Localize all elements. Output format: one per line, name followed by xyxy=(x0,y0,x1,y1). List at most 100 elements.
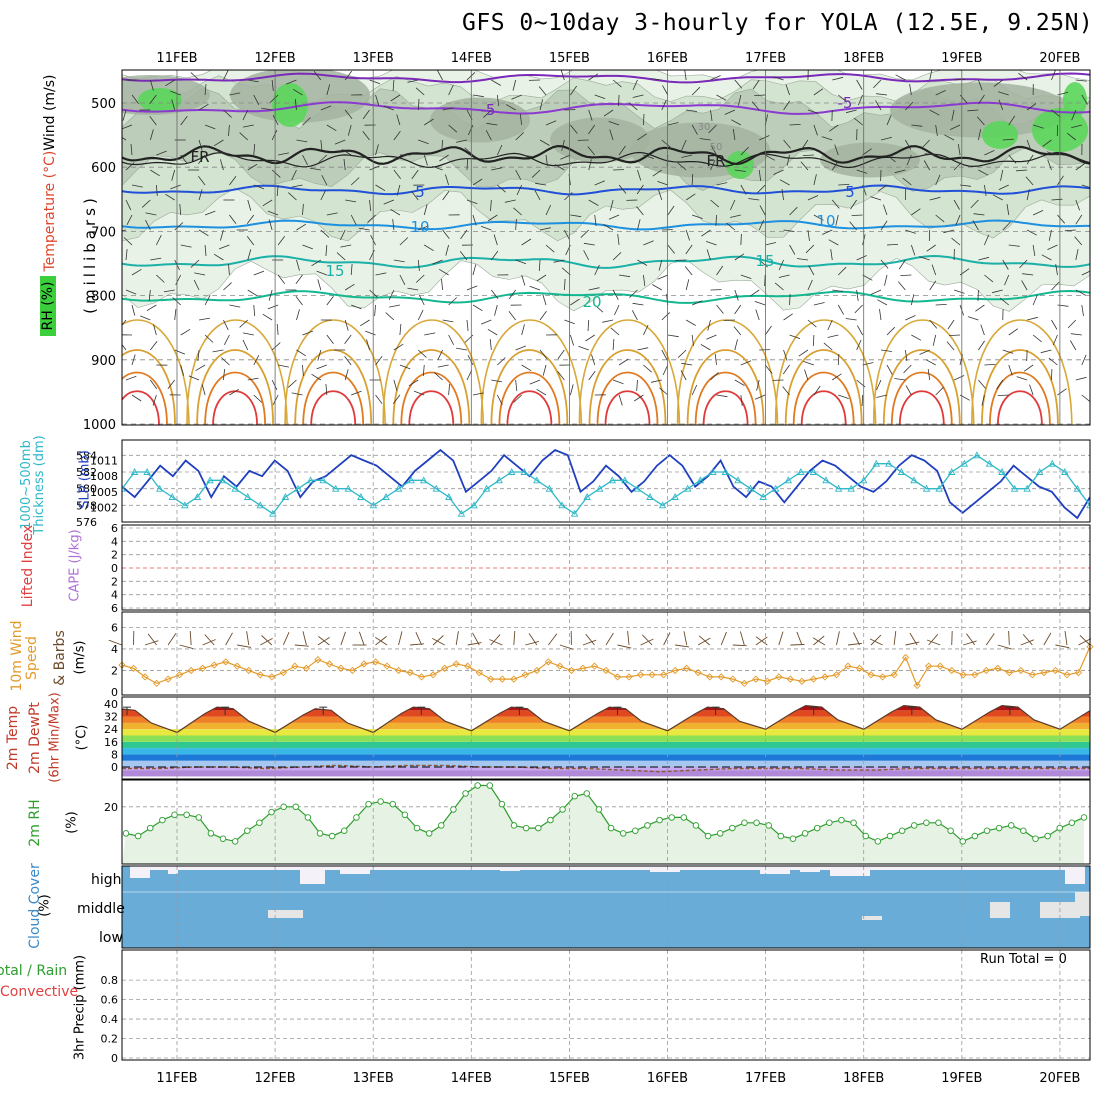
wind-barb xyxy=(320,105,332,111)
wind-barb xyxy=(612,338,615,351)
label-wind-units: (m/s) xyxy=(72,640,88,675)
wind-barb xyxy=(637,259,648,266)
wind-barb xyxy=(902,177,912,186)
wind-barb xyxy=(1057,214,1066,224)
wind-barb xyxy=(411,169,419,180)
thickness-marker xyxy=(269,509,277,517)
wind-barb xyxy=(796,258,808,261)
wind-barb xyxy=(239,132,249,141)
wind-barb xyxy=(466,285,478,291)
wind-speed-marker xyxy=(452,660,460,668)
wind-tick-label: 0 xyxy=(111,686,118,699)
precip-tick-label: 0.6 xyxy=(101,994,119,1007)
wind-barb xyxy=(681,154,693,158)
wind-barb xyxy=(362,109,370,120)
wind-barb xyxy=(125,375,137,381)
wind-barb xyxy=(174,222,184,231)
wind-barb xyxy=(1021,280,1028,291)
wind-barb xyxy=(487,214,498,222)
wind-barb xyxy=(765,242,776,246)
wind-barb xyxy=(978,379,986,389)
wind-speed-marker xyxy=(763,677,771,685)
wind-speed-marker xyxy=(487,675,495,683)
wind-barb xyxy=(325,383,328,396)
wind-barb-10m xyxy=(340,631,346,646)
wind-barb xyxy=(614,304,620,316)
wind-barb xyxy=(466,158,469,171)
pressure-tick-label: 700 xyxy=(91,225,116,240)
cloud-mid-gap xyxy=(268,910,303,918)
wind-barb-10m xyxy=(1020,639,1034,646)
rh-marker xyxy=(328,832,336,840)
wind-barb xyxy=(253,355,260,366)
thickness-marker xyxy=(181,501,189,509)
wind-barb xyxy=(223,369,225,381)
wind-barb xyxy=(131,354,136,366)
wind-barb xyxy=(953,199,960,210)
wind-barb xyxy=(978,169,989,176)
wind-barb xyxy=(317,279,322,291)
cloud-gap xyxy=(1065,866,1085,884)
warm-contour-outer xyxy=(971,319,1073,425)
wind-barb xyxy=(448,334,454,345)
wind-barb xyxy=(1008,244,1020,247)
wind-speed-marker xyxy=(579,664,587,672)
wind-barb xyxy=(167,379,176,389)
wind-barb xyxy=(375,394,383,405)
thickness-marker xyxy=(545,484,554,492)
wind-barb xyxy=(366,339,370,351)
slp-thickness-panel: 576 578 580 582 584 1002 1005 1008 1011 xyxy=(76,448,1090,529)
wind-barb xyxy=(224,334,230,345)
wind-barb xyxy=(685,279,690,291)
thickness-marker xyxy=(709,468,717,475)
wind-barb xyxy=(984,274,994,283)
thickness-marker xyxy=(533,476,541,484)
wind-speed-marker xyxy=(752,675,760,683)
wind-barb xyxy=(122,319,127,326)
warm-contour xyxy=(596,371,659,425)
label-slp: SLP (mb) xyxy=(77,450,93,509)
wind-speed-marker xyxy=(510,675,518,683)
wind-barb xyxy=(1042,139,1052,147)
rh-marker xyxy=(219,835,227,842)
wind-barb-10m xyxy=(472,632,480,646)
wind-barb xyxy=(247,289,258,297)
wind-barb xyxy=(808,265,815,276)
wind-barb xyxy=(204,295,211,306)
wind-barb xyxy=(827,334,839,338)
wind-barb xyxy=(561,139,565,151)
wind-barb xyxy=(1081,94,1088,105)
wind-barb xyxy=(418,295,425,306)
wind-barb-10m xyxy=(585,633,595,646)
wind-barb xyxy=(467,124,474,136)
wind-barb xyxy=(246,235,255,246)
thickness-marker xyxy=(331,484,340,492)
wind-barb xyxy=(570,214,582,218)
wind-barb xyxy=(612,252,622,261)
rh-marker xyxy=(134,832,142,840)
wind-barb-10m xyxy=(225,632,233,646)
wind-barb xyxy=(194,272,206,276)
cloud-panel xyxy=(122,866,1090,948)
wind-barb xyxy=(875,100,882,111)
thickness-marker xyxy=(520,468,529,475)
wind-barb xyxy=(515,259,527,265)
wind-barb xyxy=(268,289,273,301)
wind-barb xyxy=(1019,259,1028,269)
warm-contour xyxy=(506,390,553,425)
wind-barb-10m xyxy=(963,640,977,646)
wind-barb xyxy=(291,392,303,396)
wind-barb xyxy=(1081,354,1087,366)
wind-barb xyxy=(636,184,644,195)
wind-barb xyxy=(539,349,548,359)
wind-barb xyxy=(399,274,406,285)
wind-barb xyxy=(662,364,669,376)
wind-barb xyxy=(174,349,186,355)
wind-barb xyxy=(326,124,337,132)
wind-barb xyxy=(618,394,623,406)
thickness-marker xyxy=(419,476,428,484)
wind-barb xyxy=(1057,388,1067,396)
rh-marker xyxy=(304,814,312,821)
wind-barb xyxy=(1002,259,1009,270)
